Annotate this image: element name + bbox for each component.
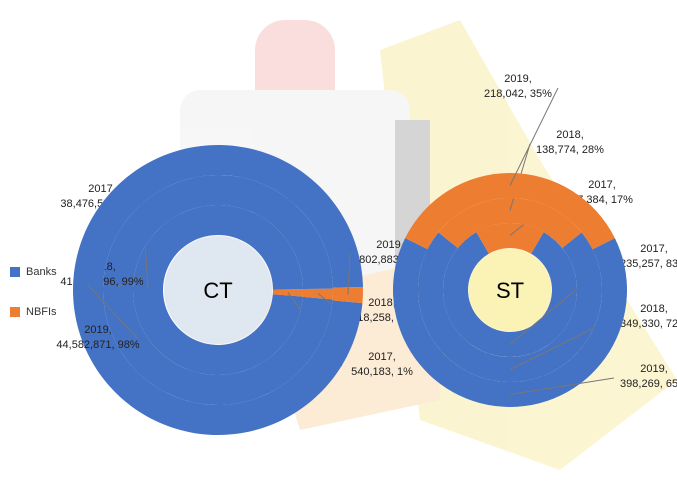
donut-segment: [132, 205, 303, 376]
leader-line: [117, 275, 143, 287]
donut-segment: [392, 238, 627, 407]
legend-swatch: [10, 307, 20, 317]
center-title: CT: [203, 278, 232, 303]
data-label: 2018, 138,774, 28%: [536, 129, 604, 156]
center-title: ST: [496, 278, 524, 303]
donut-segment: [438, 197, 582, 248]
data-label: 2019,398,269, 65%: [620, 363, 677, 390]
donut-segment: [418, 232, 602, 382]
leader-line: [509, 377, 615, 395]
donut-hole: [469, 249, 551, 331]
data-label: 2019, 44,582,871, 98%: [56, 324, 139, 351]
donut-segment: [332, 287, 363, 304]
leader-line: [509, 87, 559, 186]
data-label: 2017, 540,183, 1%: [351, 351, 413, 378]
donut-hole: [164, 236, 272, 344]
legend-label: NBFIs: [26, 306, 57, 318]
donut-segment: [476, 223, 544, 254]
leader-line: [347, 253, 351, 295]
legend-label: Banks: [26, 266, 57, 278]
leader-line: [87, 285, 139, 340]
data-label: 2019, 218,042, 35%: [484, 73, 552, 100]
donut-segment: [405, 173, 615, 250]
data-label: 2018,349,330, 72%: [620, 303, 677, 330]
data-label: 2017,235,257, 83%: [620, 243, 677, 270]
legend-swatch: [10, 267, 20, 277]
donut-segment: [442, 232, 577, 358]
